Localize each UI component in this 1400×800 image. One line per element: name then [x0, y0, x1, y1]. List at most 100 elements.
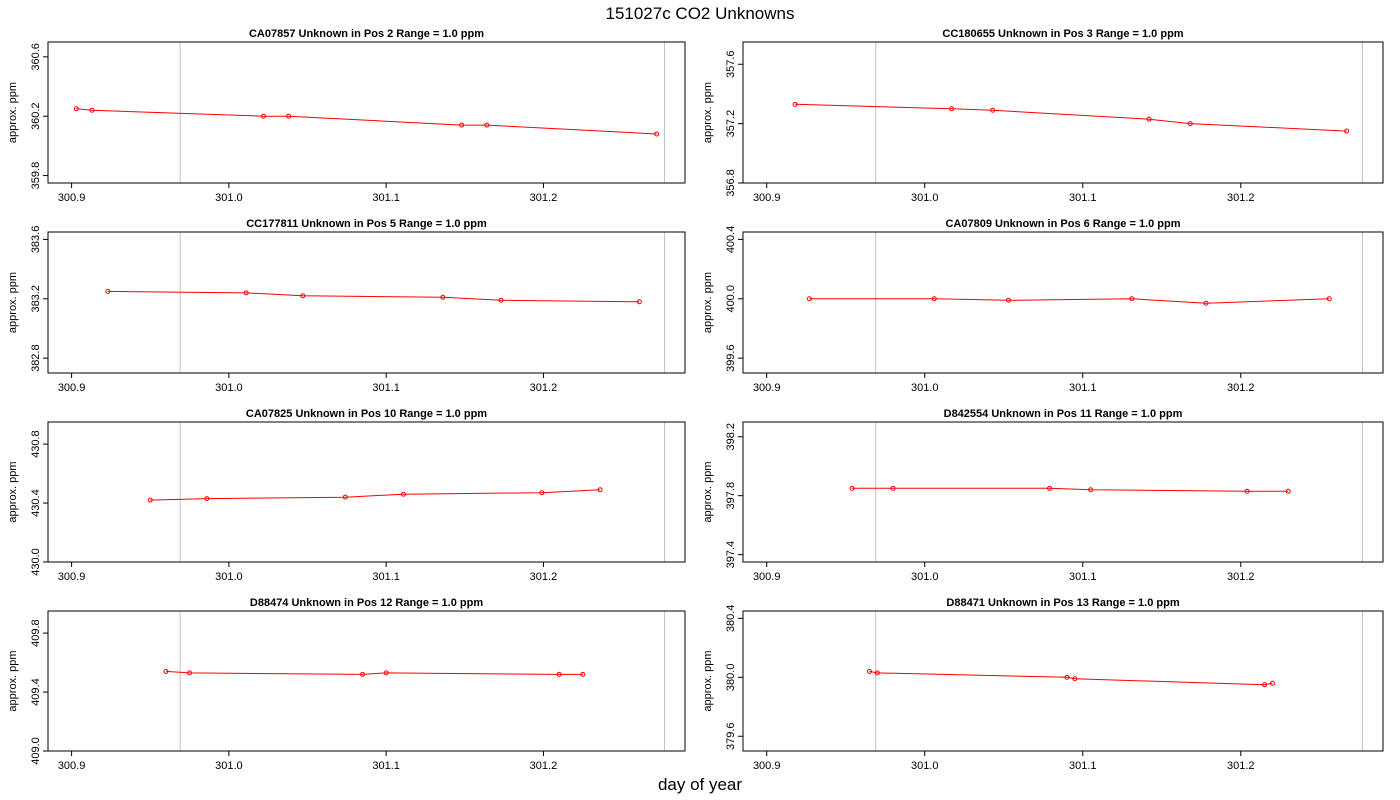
series-line — [795, 103, 1347, 132]
x-tick-label: 301.1 — [372, 382, 400, 394]
plot-frame — [742, 231, 1384, 374]
y-tick-label: 430.0 — [30, 548, 42, 576]
data-point — [874, 670, 880, 676]
x-tick-label: 301.2 — [530, 192, 558, 204]
data-point — [1146, 116, 1152, 122]
x-tick-label: 301.0 — [911, 760, 939, 772]
data-point — [300, 293, 306, 299]
y-axis-label: approx. ppm — [7, 82, 19, 143]
plot-frame — [742, 41, 1384, 184]
x-tick-label: 300.9 — [58, 382, 86, 394]
chart-panel: CA07825 Unknown in Pos 10 Range = 1.0 pp… — [7, 408, 686, 583]
y-axis-label: approx. ppm — [702, 272, 714, 333]
data-point — [1326, 296, 1332, 302]
y-tick-label: 409.4 — [30, 678, 42, 706]
x-tick-label: 300.9 — [58, 192, 86, 204]
x-tick-label: 300.9 — [753, 382, 781, 394]
x-tick-label: 300.9 — [58, 571, 86, 583]
x-tick-label: 301.0 — [215, 192, 243, 204]
series-line — [165, 670, 583, 675]
x-tick-label: 301.1 — [1069, 192, 1097, 204]
y-axis-label: approx. ppm — [702, 650, 714, 711]
data-point — [1129, 296, 1135, 302]
x-tick-label: 300.9 — [58, 760, 86, 772]
plot-frame — [47, 41, 686, 184]
data-point — [459, 122, 465, 128]
panel-title: D88474 Unknown in Pos 12 Range = 1.0 ppm — [250, 597, 483, 609]
data-point — [1005, 297, 1011, 303]
y-tick-label: 397.4 — [725, 541, 737, 569]
x-tick-label: 301.1 — [1069, 760, 1097, 772]
data-point — [243, 290, 249, 296]
data-point — [1269, 680, 1275, 686]
x-tick-label: 301.2 — [530, 382, 558, 394]
series-line — [107, 290, 640, 303]
plot-frame — [742, 610, 1384, 752]
series-line — [809, 298, 1330, 304]
data-point — [342, 494, 348, 500]
x-tick-label: 300.9 — [753, 760, 781, 772]
x-tick-label: 301.1 — [372, 760, 400, 772]
y-tick-label: 380.4 — [725, 605, 737, 633]
data-point — [890, 485, 896, 491]
y-tick-label: 360.2 — [30, 102, 42, 130]
data-point — [806, 296, 812, 302]
y-tick-label: 360.6 — [30, 43, 42, 71]
x-tick-label: 301.2 — [530, 571, 558, 583]
chart-panel: D842554 Unknown in Pos 11 Range = 1.0 pp… — [702, 408, 1384, 583]
data-point — [931, 296, 937, 302]
x-tick-label: 301.0 — [911, 571, 939, 583]
chart-panel: D88471 Unknown in Pos 13 Range = 1.0 ppm… — [702, 597, 1384, 772]
x-axis-common-label: day of year — [657, 775, 743, 794]
y-tick-label: 356.8 — [725, 169, 737, 197]
y-tick-label: 357.6 — [725, 50, 737, 78]
data-point — [539, 490, 545, 496]
series-line — [76, 108, 657, 135]
x-tick-label: 301.2 — [1227, 571, 1255, 583]
y-tick-label: 430.8 — [30, 430, 42, 458]
data-point — [1244, 488, 1250, 494]
y-tick-label: 409.8 — [30, 619, 42, 647]
data-point — [498, 297, 504, 303]
x-tick-label: 301.1 — [372, 192, 400, 204]
data-point — [147, 497, 153, 503]
data-point — [286, 113, 292, 119]
plot-frame — [742, 421, 1384, 563]
data-point — [636, 299, 642, 305]
panel-title: CA07857 Unknown in Pos 2 Range = 1.0 ppm — [249, 28, 484, 40]
data-point — [484, 122, 490, 128]
y-tick-label: 430.4 — [30, 489, 42, 517]
panel-title: CA07825 Unknown in Pos 10 Range = 1.0 pp… — [246, 408, 487, 420]
x-tick-label: 301.0 — [911, 382, 939, 394]
x-tick-label: 301.0 — [215, 382, 243, 394]
data-point — [260, 113, 266, 119]
x-tick-label: 300.9 — [753, 192, 781, 204]
y-tick-label: 397.8 — [725, 482, 737, 510]
x-tick-label: 300.9 — [753, 571, 781, 583]
y-axis-label: approx. ppm — [7, 272, 19, 333]
y-tick-label: 380.0 — [725, 664, 737, 692]
data-point — [73, 106, 79, 112]
series-line — [852, 487, 1289, 492]
chart-panel: D88474 Unknown in Pos 12 Range = 1.0 ppm… — [7, 597, 686, 772]
data-point — [792, 101, 798, 107]
y-tick-label: 398.2 — [725, 423, 737, 451]
chart-panel: CA07809 Unknown in Pos 6 Range = 1.0 ppm… — [702, 218, 1384, 394]
x-tick-label: 301.2 — [530, 760, 558, 772]
plot-frame — [47, 610, 686, 752]
y-tick-label: 382.8 — [30, 344, 42, 372]
x-tick-label: 301.1 — [1069, 571, 1097, 583]
data-point — [1064, 674, 1070, 680]
data-point — [990, 107, 996, 113]
y-axis-label: approx. ppm — [7, 461, 19, 522]
data-point — [597, 487, 603, 493]
data-point — [360, 671, 366, 677]
x-tick-label: 301.0 — [215, 760, 243, 772]
y-tick-label: 383.2 — [30, 285, 42, 313]
chart-panel: CC180655 Unknown in Pos 3 Range = 1.0 pp… — [702, 28, 1384, 204]
data-point — [1261, 682, 1267, 688]
data-point — [949, 106, 955, 112]
x-tick-label: 301.0 — [911, 192, 939, 204]
y-axis-label: approx. ppm — [702, 461, 714, 522]
y-tick-label: 383.6 — [30, 226, 42, 254]
